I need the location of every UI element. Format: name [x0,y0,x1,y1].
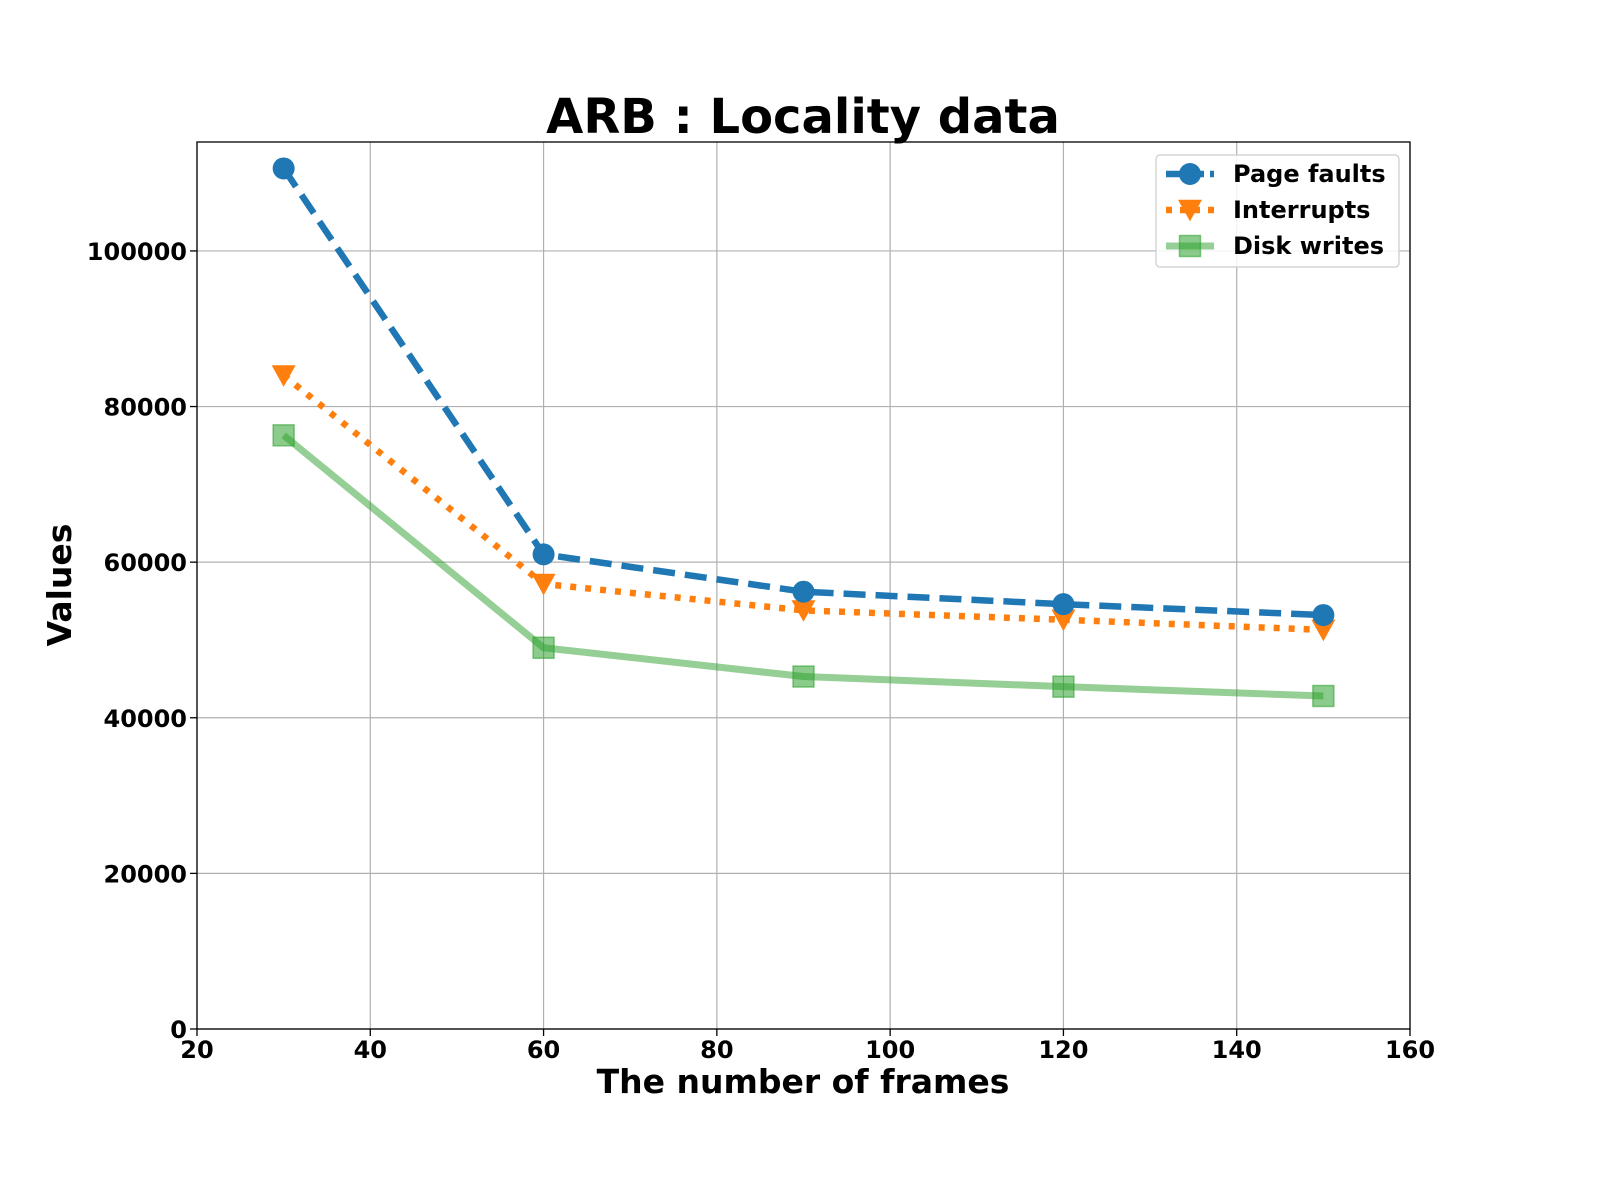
legend-item: Disk writes [1166,232,1384,260]
legend-item: Interrupts [1166,196,1370,224]
legend-box [1155,154,1400,268]
y-tick-label: 40000 [104,705,188,733]
x-axis-label: The number of frames [597,1062,1010,1101]
data-point [791,600,816,622]
axis-ticks: 20 40 60 80 100 120 140 160 0 20000 40000 60000 8000… [87,238,1435,1064]
y-tick-label: 80000 [104,394,188,422]
data-point [1051,609,1076,632]
x-tick-label: 140 [1212,1036,1262,1064]
legend-marker [1178,199,1202,222]
data-point [1312,684,1335,708]
x-tick-label: 20 [180,1036,213,1064]
data-point [272,424,295,447]
legend-label: Interrupts [1233,196,1370,224]
x-tick-label: 120 [1038,1036,1088,1064]
legend-marker [1179,163,1201,185]
y-axis-label: Values [40,524,79,647]
series-line [280,166,1324,619]
y-tick-label: 60000 [104,549,188,577]
data-point [1052,593,1075,616]
y-tick-label: 20000 [104,860,188,888]
series-line [281,432,1324,700]
data-point [792,665,815,688]
series-layer [271,157,1336,708]
x-tick-label: 40 [354,1036,387,1064]
x-tick-label: 160 [1385,1036,1435,1064]
chart-title: ARB : Locality data [546,89,1060,145]
data-point [792,580,815,603]
data-point [271,365,296,387]
data-point [531,573,556,596]
legend: Page faults Interrupts Disk writes [1155,154,1400,268]
data-point [272,157,295,180]
data-point [1052,675,1075,698]
series-page-faults [272,157,1335,627]
data-point [532,543,555,566]
data-point [1311,619,1336,642]
x-tick-label: 100 [865,1036,915,1064]
series-disk-writes [272,424,1335,708]
y-tick-label: 100000 [87,238,187,266]
legend-label: Page faults [1233,160,1386,188]
legend-label: Disk writes [1233,232,1384,260]
series-interrupts [271,365,1336,642]
plot-area-frame [196,141,1411,1030]
legend-marker [1178,234,1202,258]
y-tick-label: 0 [170,1016,187,1044]
legend-item: Page faults [1166,160,1386,188]
data-point [532,636,555,659]
x-tick-label: 60 [527,1036,560,1064]
data-point [1312,604,1335,627]
x-tick-label: 80 [700,1036,733,1064]
